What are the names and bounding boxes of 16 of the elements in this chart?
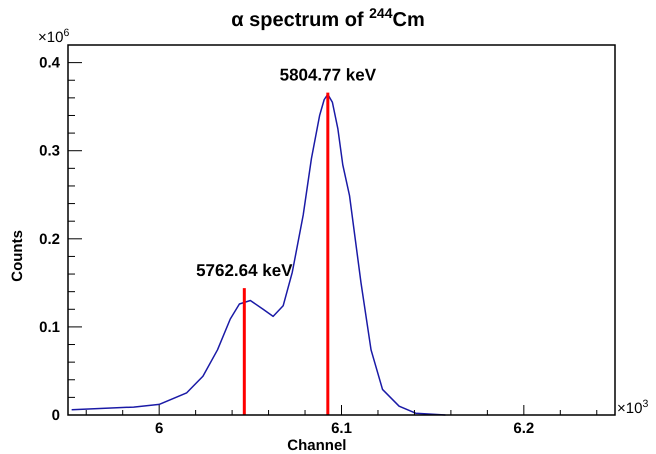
chart-title: α spectrum of $^{244}$Cm (231, 5, 425, 31)
y-tick-label: 0.1 (39, 318, 60, 336)
annotation: ×10$^{6}$ (38, 27, 70, 46)
y-axis-title: Counts (9, 230, 26, 282)
x-axis-title: Channel (287, 437, 346, 454)
x-tick-label: 6.1 (331, 420, 352, 437)
x-tick-label: 6.2 (513, 420, 534, 437)
y-tick-label: 0.4 (39, 54, 61, 72)
y-tick-label: 0.2 (39, 230, 60, 248)
annotation: 5804.77 keV (280, 66, 377, 85)
y-tick-label: 0 (52, 407, 60, 424)
line-series (70, 94, 446, 416)
annotation: 5762.64 keV (196, 261, 294, 280)
y-tick-label: 0.3 (39, 142, 60, 160)
x-tick-label: 6 (154, 420, 164, 437)
text: ×10$^{3}$ (617, 398, 648, 417)
